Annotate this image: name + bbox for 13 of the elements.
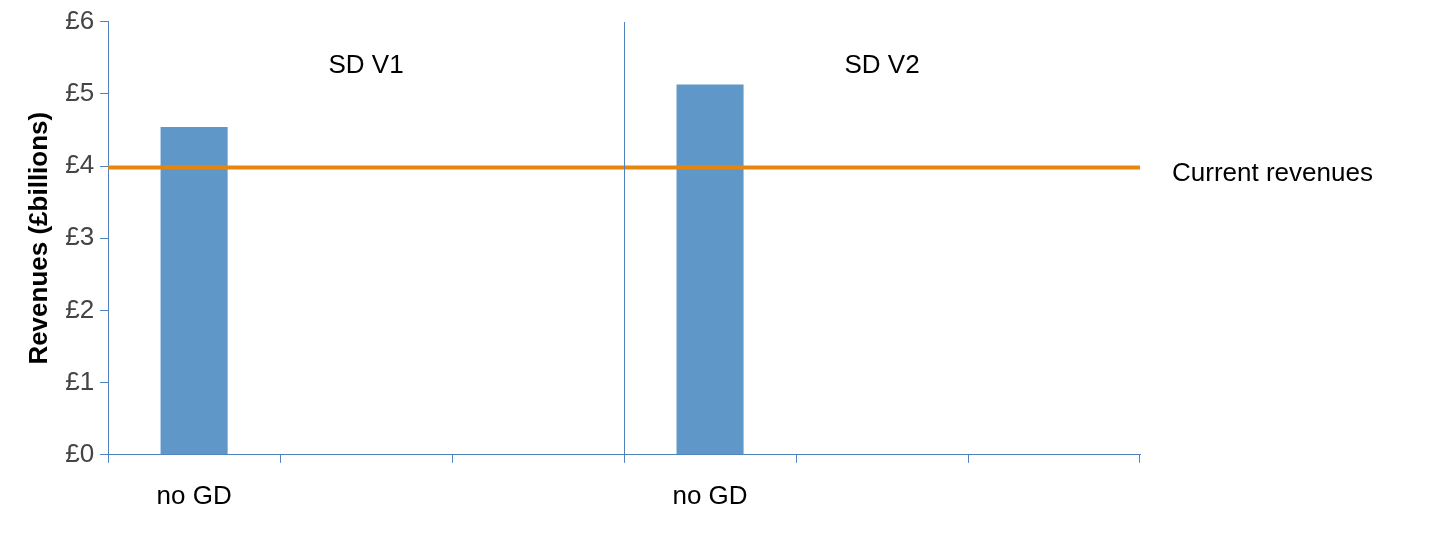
- y-axis-title: Revenues (£billions): [22, 111, 53, 365]
- y-tick-label: £0: [65, 437, 95, 468]
- ref-line-label: Current revenues: [1172, 156, 1373, 187]
- y-tick-label: £3: [65, 221, 95, 252]
- y-tick-label: £1: [65, 365, 95, 396]
- y-tick-label: £5: [65, 76, 95, 107]
- y-tick-label: £6: [65, 4, 95, 35]
- y-tick-label: £2: [65, 293, 95, 324]
- annotation: SD V2: [844, 48, 920, 79]
- x-tick-label: no GD: [672, 479, 748, 510]
- x-tick-label: no GD: [156, 479, 232, 510]
- y-tick-label: £4: [65, 149, 95, 180]
- annotation: SD V1: [328, 48, 404, 79]
